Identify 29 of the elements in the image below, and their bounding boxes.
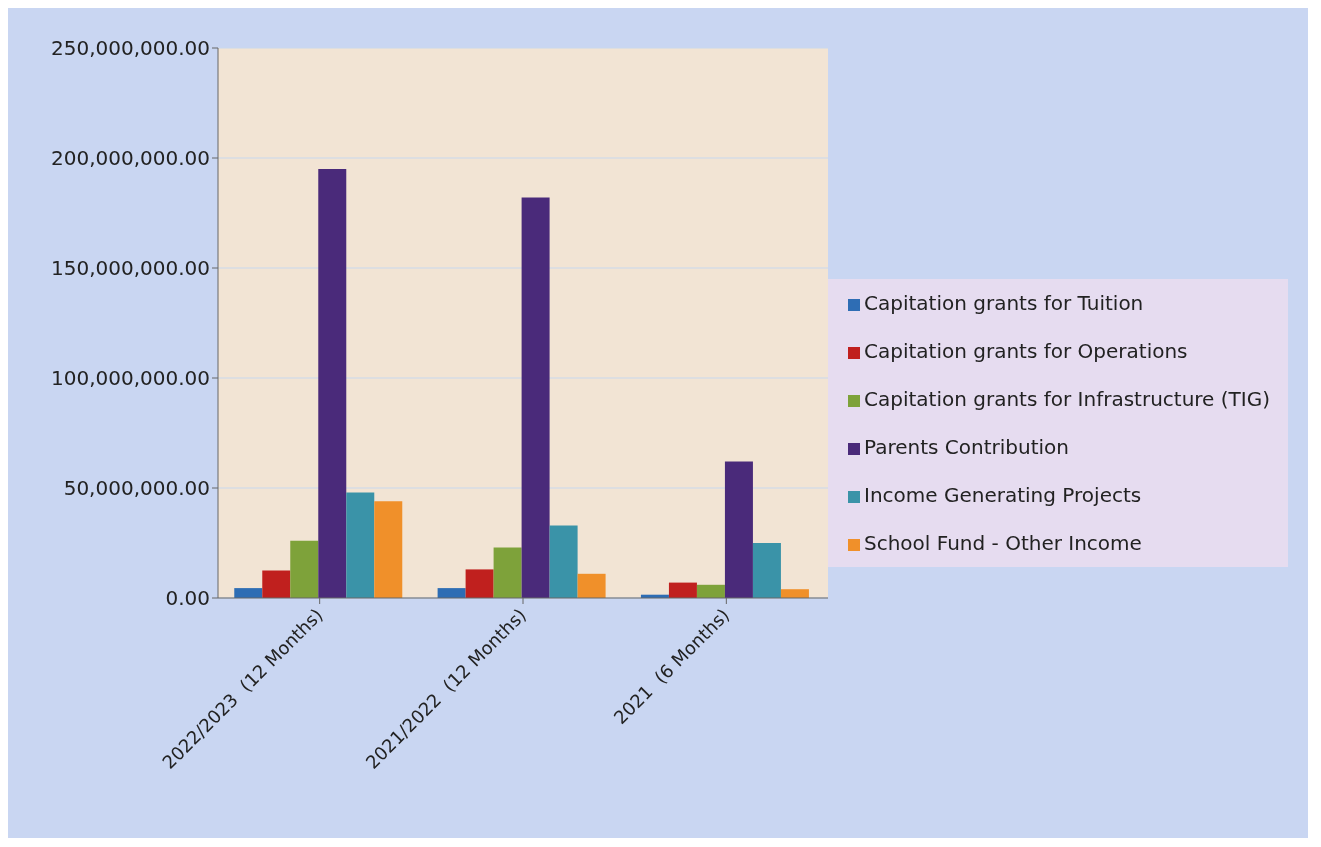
bar (318, 169, 347, 598)
bar (549, 525, 578, 598)
legend-label: Capitation grants for Infrastructure (TIG) (864, 387, 1270, 411)
bar (234, 588, 263, 598)
bar (346, 492, 375, 598)
legend-label: Parents Contribution (864, 435, 1069, 459)
bar (262, 570, 291, 598)
bar (696, 584, 725, 598)
bar (437, 588, 466, 598)
y-tick-label: 200,000,000.00 (50, 146, 210, 171)
y-tick-label: 50,000,000.00 (63, 476, 210, 501)
y-tick-label: 250,000,000.00 (50, 36, 210, 61)
bar (493, 547, 522, 598)
legend-label: Capitation grants for Tuition (864, 291, 1144, 315)
y-tick-label: 0.00 (165, 586, 210, 611)
legend-label: Income Generating Projects (864, 483, 1142, 507)
bar (577, 573, 606, 598)
legend-label: School Fund - Other Income (864, 531, 1142, 555)
bar (290, 540, 319, 598)
y-tick-label: 150,000,000.00 (50, 256, 210, 281)
bar (374, 501, 403, 598)
bar (465, 569, 494, 598)
bar (780, 589, 809, 598)
bar (668, 582, 697, 598)
y-tick-label: 100,000,000.00 (50, 366, 210, 391)
bar (724, 461, 753, 598)
bar (521, 197, 550, 598)
bar (752, 543, 781, 598)
legend-label: Capitation grants for Operations (864, 339, 1188, 363)
